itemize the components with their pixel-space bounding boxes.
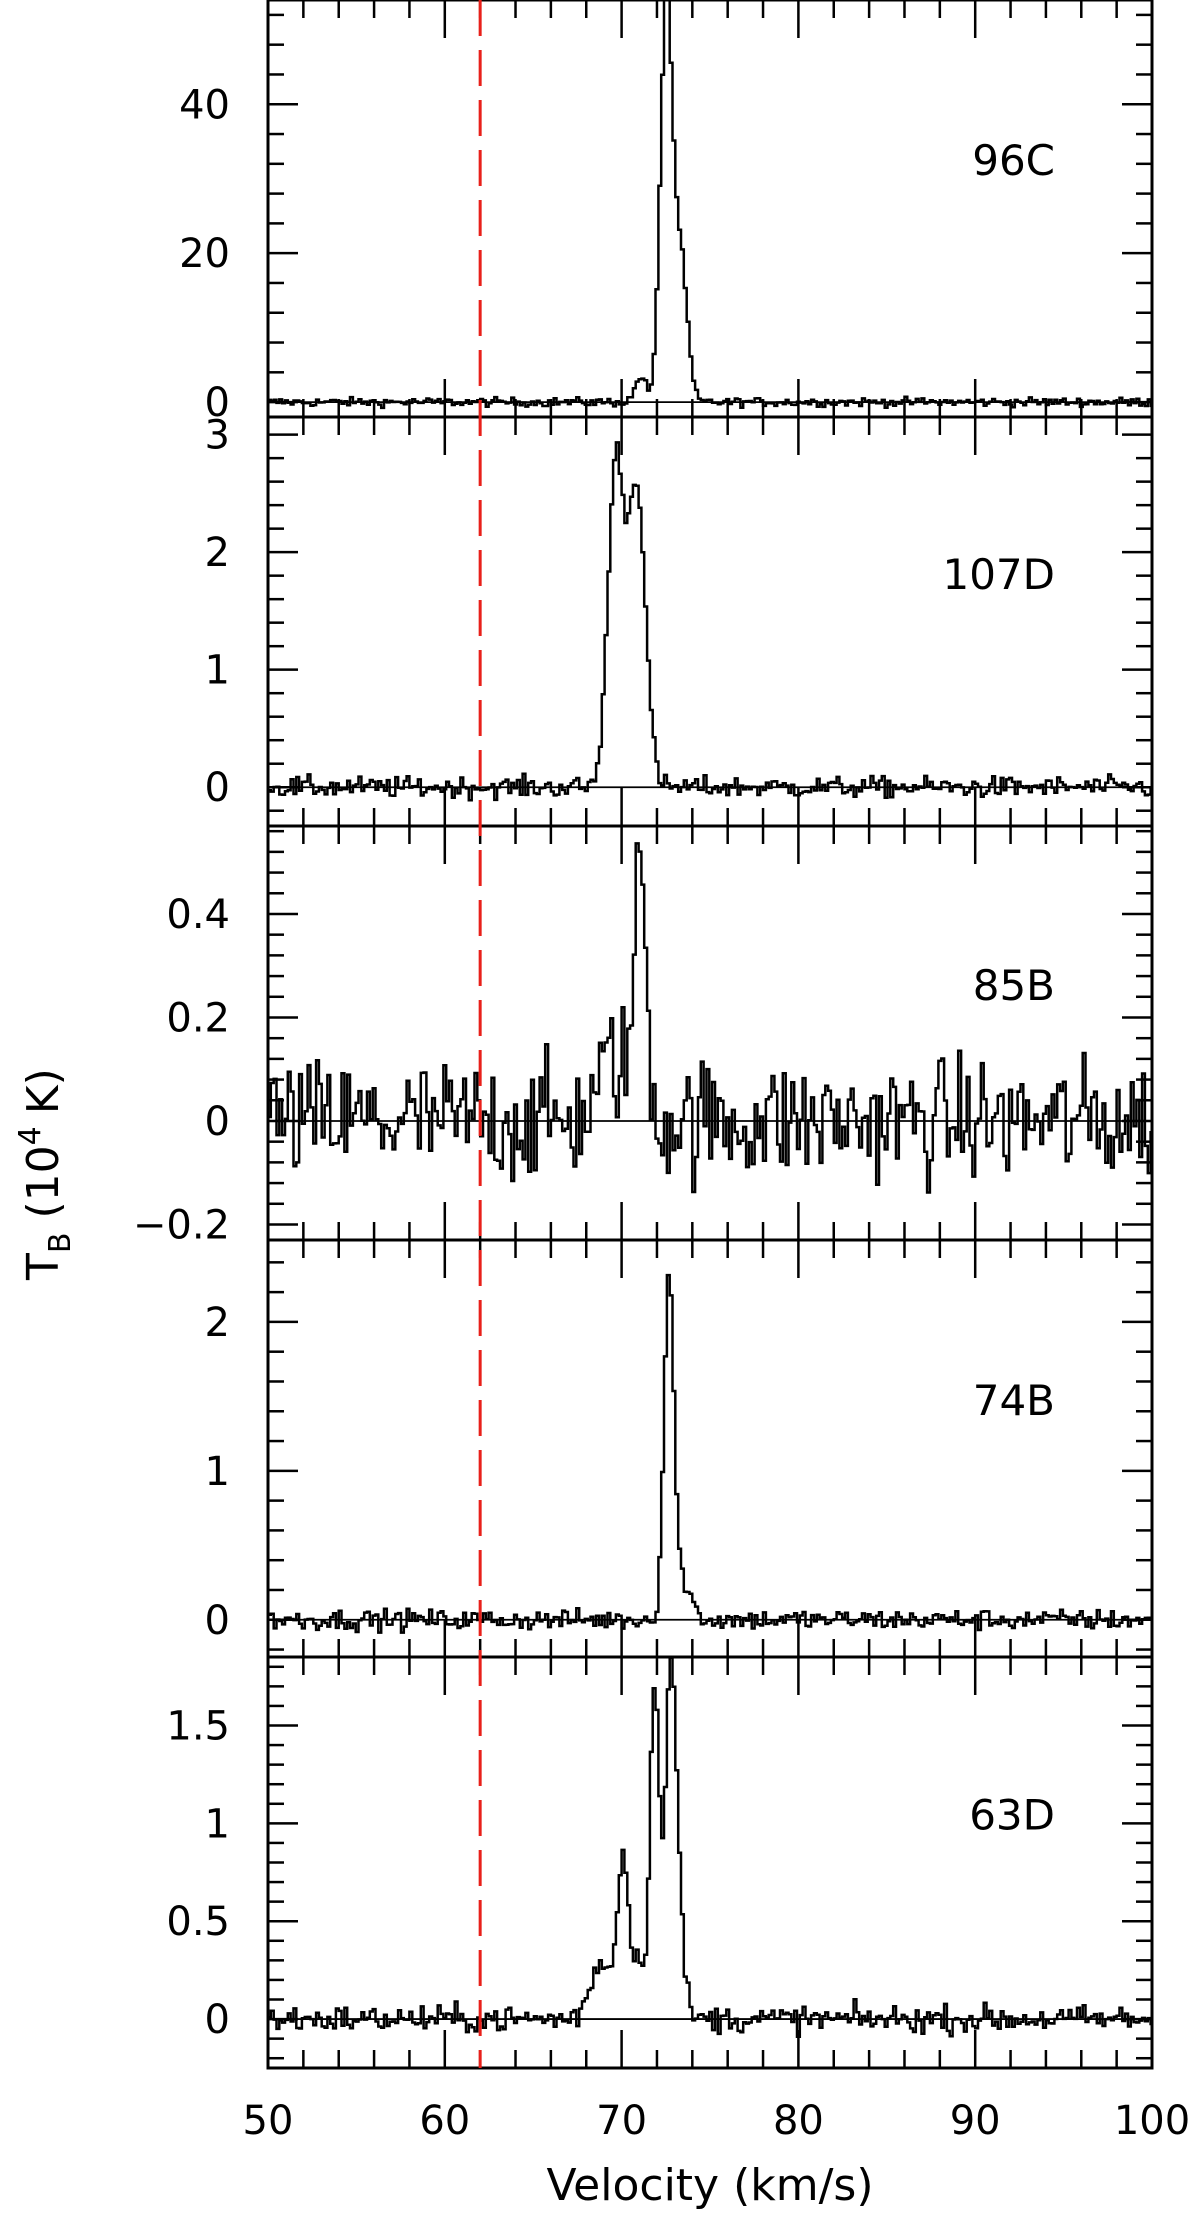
panels-layer: 0 20 40 96C 0 1 2 3 107D −0.2 0 0.2 0.4 85B 0 1 2 74B 0 0.5…: [133, 0, 1154, 2070]
x-tick-label: 50: [243, 2098, 294, 2144]
x-tick-labels: 50 60 70 80 90 100: [243, 2098, 1191, 2144]
panel-74B: 0 1 2 74B: [205, 1238, 1154, 1659]
panel-frame: [266, 1655, 1154, 2070]
panel-frame: [266, 824, 1154, 1242]
panel-107D: 0 1 2 3 107D: [205, 413, 1154, 828]
x-tick-label: 60: [419, 2098, 470, 2144]
y-axis-title-unit-prefix: (10: [18, 1145, 69, 1218]
spectrum-96C: [268, 0, 1154, 410]
panel-label: 107D: [942, 550, 1055, 599]
y-tick-label: 2: [205, 530, 230, 576]
y-tick-label: 0.2: [166, 995, 230, 1041]
y-tick-label: −0.2: [133, 1202, 230, 1248]
panel-96C: 0 20 40 96C: [179, 0, 1154, 426]
x-tick-label: 90: [950, 2098, 1001, 2144]
panel-label: 96C: [972, 136, 1055, 185]
spectrum-85B: [268, 842, 1154, 1194]
y-tick-label: 1: [205, 1449, 230, 1495]
y-axis-title-symbol: T: [18, 1253, 69, 1281]
panel-frame: [266, 1238, 1154, 1659]
panel-label: 85B: [973, 961, 1055, 1010]
x-tick-label: 100: [1114, 2098, 1190, 2144]
panel-label: 63D: [969, 1791, 1055, 1840]
y-tick-label: 1: [205, 648, 230, 694]
y-tick-label: 0: [205, 1598, 230, 1644]
panel-frame: [266, 0, 1154, 419]
panel-frame: [266, 415, 1154, 828]
y-tick-label: 20: [179, 231, 230, 277]
y-axis-title-unit-exponent: 4: [13, 1126, 48, 1145]
y-axis-title-text: TB (104 K): [13, 1068, 78, 1281]
y-axis-title-subscript: B: [43, 1233, 78, 1254]
y-axis-title: TB (104 K): [13, 1068, 78, 1281]
x-tick-label: 70: [596, 2098, 647, 2144]
y-tick-label: 0: [205, 765, 230, 811]
y-tick-label: 0: [205, 1099, 230, 1145]
y-tick-label: 3: [205, 413, 230, 459]
panel-85B: −0.2 0 0.2 0.4 85B: [133, 824, 1154, 1248]
y-tick-label: 0.4: [166, 892, 230, 938]
y-tick-label: 0: [205, 1997, 230, 2043]
spectrum-63D: [268, 1656, 1154, 2039]
x-axis-title: Velocity (km/s): [546, 2160, 873, 2211]
panel-63D: 0 0.5 1 1.5 63D: [166, 1655, 1154, 2070]
spectrum-107D: [268, 441, 1154, 802]
y-tick-label: 0: [205, 380, 230, 426]
y-tick-label: 40: [179, 82, 230, 128]
y-tick-label: 1.5: [166, 1704, 230, 1750]
y-tick-label: 2: [205, 1300, 230, 1346]
x-tick-label: 80: [773, 2098, 824, 2144]
y-tick-label: 1: [205, 1801, 230, 1847]
panel-label: 74B: [973, 1376, 1055, 1425]
y-tick-label: 0.5: [166, 1899, 230, 1945]
spectrum-74B: [268, 1273, 1154, 1634]
y-axis-title-unit-suffix: K): [18, 1068, 69, 1114]
